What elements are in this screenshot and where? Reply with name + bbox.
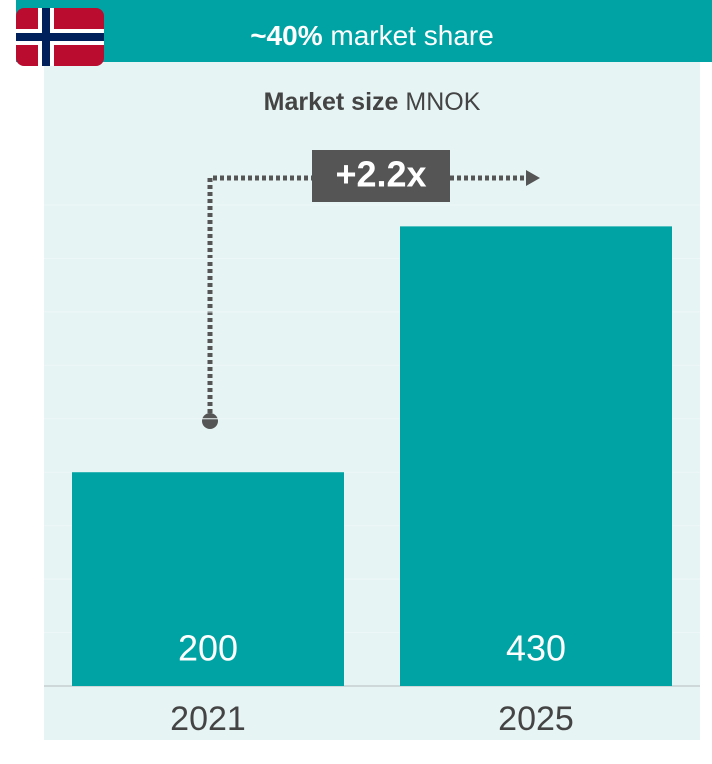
growth-arrow <box>202 150 540 429</box>
x-tick-label: 2021 <box>170 700 246 738</box>
flag <box>16 8 104 66</box>
header-title: ~40% market share <box>250 20 494 51</box>
subtitle-text: MNOK <box>405 88 480 116</box>
value-label: 430 <box>506 628 566 669</box>
subtitle: Market size MNOK <box>264 88 481 116</box>
bar <box>72 472 344 686</box>
header-text: market share <box>330 20 493 51</box>
header-bold: ~40% <box>250 20 322 51</box>
subtitle-bold: Market size <box>264 88 399 116</box>
bar <box>400 226 672 686</box>
value-label: 200 <box>178 628 238 669</box>
annotation: +2.2x <box>335 154 426 195</box>
x-tick-label: 2025 <box>498 700 574 738</box>
header-band <box>16 0 712 62</box>
